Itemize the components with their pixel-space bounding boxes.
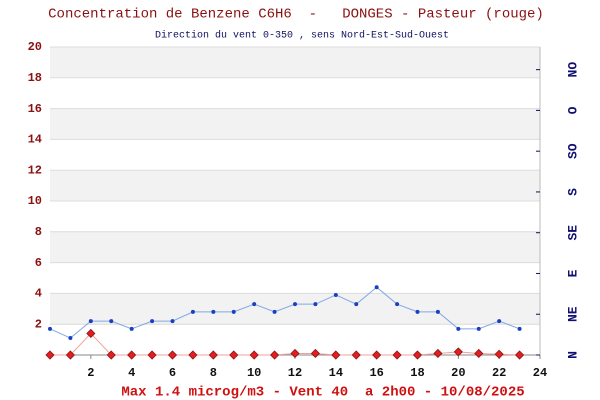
point [293,302,297,307]
y-tick-label: 4 [35,287,42,301]
x-tick-label: 10 [247,366,261,380]
point [88,319,93,324]
point [497,319,502,324]
point [68,336,73,341]
point [249,350,259,360]
y-tick-label: 10 [28,194,42,208]
y2-tick-label: O [565,106,580,114]
point [252,302,257,307]
point [374,285,379,290]
point [190,309,195,314]
point [208,350,218,360]
band [50,47,540,78]
point [354,302,359,307]
point [65,350,75,360]
point [494,349,504,359]
point [474,348,484,359]
band [50,170,540,201]
point [231,309,236,314]
point [310,348,320,359]
y2-tick-label: S [565,188,580,196]
x-tick-label: 18 [410,366,424,380]
point [456,326,461,331]
point [211,309,216,314]
x-tick-label: 12 [288,366,302,380]
chart-title: Concentration de Benzene C6H6 - DONGES -… [48,7,544,23]
x-tick-label: 8 [210,366,217,380]
point [86,328,96,339]
y2-tick-label: SO [565,143,580,159]
x-tick-label: 24 [533,366,547,380]
point [167,350,178,360]
point [270,350,280,360]
point [313,302,318,307]
point [333,292,338,297]
series-line [49,286,520,339]
point [372,350,382,360]
x-tick-label: 20 [451,366,465,380]
point [106,350,116,360]
point [272,309,277,314]
point [515,350,525,360]
point [331,350,341,360]
y2-tick-label: SE [565,225,580,241]
series-line [50,332,520,356]
band [50,108,540,140]
x-tick-label: 6 [169,366,176,380]
point [147,350,157,360]
point [48,326,52,331]
y2-tick-label: NE [565,306,580,322]
x-tick-label: 16 [369,366,383,380]
y-tick-label: 12 [28,163,42,177]
point [435,309,440,314]
point [392,350,402,360]
point [45,350,55,360]
chart-subtitle: Direction du vent 0-350 , sens Nord-Est-… [155,30,449,42]
x-tick-label: 14 [329,366,343,380]
point [433,348,443,359]
y-tick-label: 18 [28,71,42,85]
y-tick-label: 6 [35,256,42,270]
y2-tick-label: N [565,351,580,359]
point [127,350,137,360]
point [188,350,198,360]
point [109,319,114,324]
x-tick-label: 4 [128,366,135,380]
point [412,350,423,360]
point [415,309,420,314]
y-tick-label: 2 [35,317,42,331]
point [290,348,300,359]
point [351,350,361,360]
y2-tick-label: E [565,269,580,277]
point [395,302,400,307]
x-tick-label: 22 [492,366,506,380]
band [50,293,540,325]
y-tick-label: 14 [28,133,42,147]
chart-footer: Max 1.4 microg/m3 - Vent 40 a 2h00 - 10/… [121,385,524,400]
point [170,319,175,324]
y2-tick-label: NO [565,62,580,78]
y-tick-label: 20 [28,40,42,54]
band [50,231,540,263]
y-tick-label: 16 [28,102,42,116]
point [517,326,522,331]
point [129,326,134,331]
x-tick-label: 2 [87,366,94,380]
y-tick-label: 8 [35,225,42,239]
point [229,350,239,360]
point [150,319,155,324]
point [476,326,481,331]
point [453,347,463,357]
